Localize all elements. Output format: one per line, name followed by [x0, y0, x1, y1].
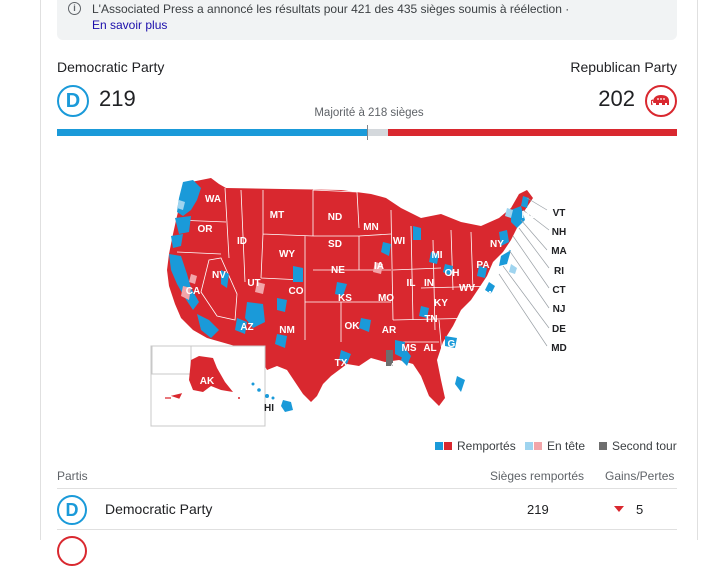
row-gains-losses: 5 — [636, 502, 644, 517]
state-label-mn: MN — [363, 222, 379, 233]
republican-elephant-icon — [645, 85, 677, 117]
state-label-wy: WY — [279, 249, 295, 260]
state-label-de: DE — [552, 324, 566, 335]
state-label-nh: NH — [552, 227, 566, 238]
state-label-nm: NM — [279, 325, 295, 336]
state-label-ri: RI — [554, 266, 564, 277]
state-label-ut: UT — [247, 278, 260, 289]
majority-label: Majorité à 218 sièges — [314, 107, 424, 119]
us-house-results-map[interactable]: WA MT ND MN ME OR ID WY SD WI MI NY NV U… — [41, 170, 697, 432]
state-label-hi: HI — [264, 403, 274, 414]
state-label-mt: MT — [270, 210, 284, 221]
table-header-gains: Gains/Pertes — [605, 469, 675, 483]
table-divider — [57, 529, 677, 530]
state-label-al: AL — [423, 343, 436, 354]
legend-runoff-label: Second tour — [612, 439, 677, 453]
row-party-name: Democratic Party — [105, 501, 213, 517]
state-label-pa: PA — [476, 260, 489, 271]
state-label-il: IL — [407, 278, 416, 289]
state-label-vt: VT — [553, 208, 566, 219]
democratic-logo-icon: D — [57, 85, 89, 117]
state-label-nc: NC — [476, 309, 490, 320]
state-label-ca: CA — [186, 286, 200, 297]
state-label-az: AZ — [240, 322, 253, 333]
state-label-in: IN — [424, 278, 434, 289]
legend-swatch-rep-leading — [534, 442, 542, 450]
state-label-ky: KY — [434, 298, 448, 309]
row-seats-won: 219 — [527, 502, 549, 517]
republican-logo-icon — [57, 536, 87, 566]
hawaii-shape[interactable] — [238, 382, 293, 413]
state-label-me: ME — [522, 210, 537, 221]
legend-leading-label: En tête — [547, 439, 586, 453]
dem-districts[interactable] — [169, 180, 529, 392]
aleutian-islands — [165, 393, 183, 399]
state-label-ne: NE — [331, 265, 345, 276]
state-label-wv: WV — [459, 283, 475, 294]
state-label-ms: MS — [402, 343, 417, 354]
dem-seat-count: 219 — [99, 86, 136, 111]
state-label-fl: FL — [471, 378, 483, 389]
dem-party-name: Democratic Party — [57, 59, 165, 75]
state-label-sd: SD — [328, 239, 342, 250]
rep-seat-bar — [388, 129, 677, 136]
leading-districts[interactable] — [177, 200, 517, 300]
alaska-shape[interactable] — [189, 356, 233, 392]
loss-arrow-icon — [614, 506, 624, 512]
state-label-mo: MO — [378, 293, 394, 304]
state-label-oh: OH — [445, 268, 460, 279]
legend-swatch-dem-leading — [525, 442, 533, 450]
legend-won: Remportés — [435, 439, 516, 453]
rep-party-name: Republican Party — [570, 59, 677, 75]
state-label-ks: KS — [338, 293, 352, 304]
state-label-nv: NV — [212, 270, 226, 281]
undecided-seat-bar — [367, 129, 388, 136]
dem-seat-bar — [57, 129, 367, 136]
table-header-party: Partis — [57, 469, 88, 483]
legend-swatch-rep-won — [444, 442, 452, 450]
legend-runoff: Second tour — [599, 439, 677, 453]
state-label-mi: MI — [431, 250, 442, 261]
state-label-md: MD — [551, 343, 567, 354]
state-label-nd: ND — [328, 212, 342, 223]
state-label-co: CO — [289, 286, 304, 297]
notice-text: L'Associated Press a annoncé les résulta… — [92, 1, 572, 33]
legend-won-label: Remportés — [457, 439, 516, 453]
democratic-logo-icon: D — [57, 495, 87, 525]
state-label-ia: IA — [374, 261, 384, 272]
state-label-va: VA — [480, 290, 493, 301]
table-divider — [57, 488, 677, 489]
small-state-leader-lines — [498, 197, 550, 347]
state-label-ct: CT — [552, 285, 565, 296]
ap-notice-banner: i L'Associated Press a annoncé les résul… — [57, 0, 677, 40]
legend-swatch-runoff — [599, 442, 607, 450]
state-label-sc: SC — [466, 325, 480, 336]
notice-message: L'Associated Press a annoncé les résulta… — [92, 2, 570, 16]
state-label-ok: OK — [345, 321, 361, 332]
majority-marker — [367, 125, 368, 140]
state-label-or: OR — [198, 224, 214, 235]
state-label-nj: NJ — [553, 304, 566, 315]
rep-seat-count: 202 — [598, 86, 635, 111]
runoff-district[interactable] — [386, 350, 393, 366]
state-label-ar: AR — [382, 325, 397, 336]
state-label-wa: WA — [205, 194, 221, 205]
state-label-tn: TN — [424, 314, 437, 325]
learn-more-link[interactable]: En savoir plus — [92, 18, 168, 32]
state-label-ma: MA — [551, 246, 567, 257]
table-header-seats: Sièges remportés — [490, 469, 585, 483]
state-label-tx: TX — [335, 358, 348, 369]
info-icon: i — [68, 2, 81, 15]
legend-swatch-dem-won — [435, 442, 443, 450]
state-label-ga: GA — [448, 339, 463, 350]
state-label-la: LA — [383, 362, 396, 373]
legend-leading: En tête — [525, 439, 585, 453]
state-label-wi: WI — [393, 236, 405, 247]
results-panel: i L'Associated Press a annoncé les résul… — [40, 0, 698, 566]
state-label-ak: AK — [200, 376, 215, 387]
state-label-id: ID — [237, 236, 247, 247]
state-label-ny: NY — [490, 239, 504, 250]
